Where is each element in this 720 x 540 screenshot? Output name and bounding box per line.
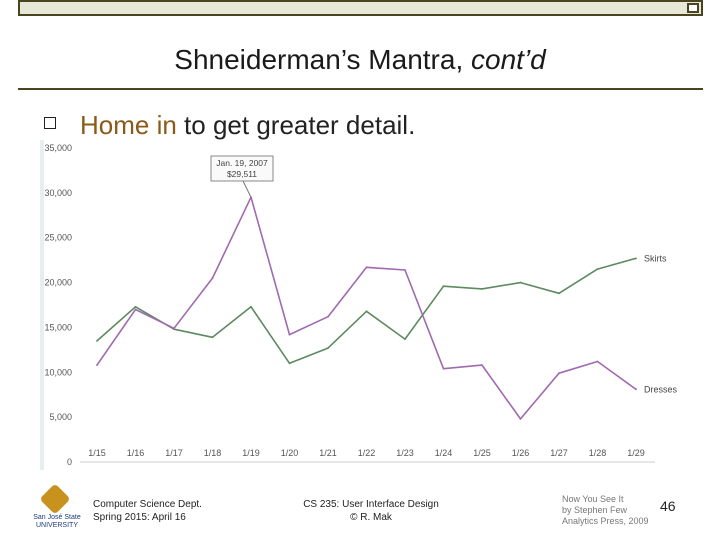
university-logo: San José State UNIVERSITY xyxy=(30,483,81,532)
x-tick-label: 1/15 xyxy=(88,448,106,458)
title-bar-box xyxy=(687,3,699,13)
annotation-value: $29,511 xyxy=(227,169,257,179)
series-line-dresses xyxy=(96,196,637,420)
logo-line1: San José State xyxy=(33,514,81,521)
data-point-skirts xyxy=(519,281,522,284)
data-point-dresses xyxy=(519,418,522,420)
x-tick-label: 1/22 xyxy=(358,448,376,458)
data-point-dresses xyxy=(96,364,98,367)
footer-left-line1: Computer Science Dept. xyxy=(93,499,202,510)
top-title-bar xyxy=(18,0,703,16)
data-point-dresses xyxy=(635,388,637,391)
x-tick-label: 1/16 xyxy=(127,448,145,458)
annotation-box xyxy=(210,155,274,182)
x-tick-label: 1/26 xyxy=(512,448,530,458)
data-point-skirts xyxy=(442,285,445,288)
logo-line2: UNIVERSITY xyxy=(35,522,78,529)
x-tick-label: 1/20 xyxy=(281,448,299,458)
x-tick-label: 1/25 xyxy=(473,448,491,458)
title-rule xyxy=(18,88,703,90)
x-tick-label: 1/21 xyxy=(319,448,337,458)
x-tick-label: 1/23 xyxy=(396,448,414,458)
data-point-dresses xyxy=(365,266,368,269)
bullet-text: Home in to get greater detail. xyxy=(80,110,415,141)
bullet-square-icon xyxy=(44,117,56,129)
logo-text: San José State UNIVERSITY xyxy=(30,514,84,530)
data-point-dresses xyxy=(173,327,175,330)
data-point-dresses xyxy=(327,315,329,318)
data-point-skirts xyxy=(211,336,214,339)
y-tick-label: 0 xyxy=(67,457,72,467)
data-point-skirts xyxy=(288,362,291,365)
x-tick-label: 1/19 xyxy=(242,448,260,458)
footer-left-line2: Spring 2015: April 16 xyxy=(93,512,186,523)
y-tick-label: 30,000 xyxy=(44,188,72,198)
data-point-dresses xyxy=(404,269,406,271)
data-point-skirts xyxy=(250,305,252,308)
y-tick-label: 20,000 xyxy=(44,278,72,288)
data-point-dresses xyxy=(596,360,599,363)
x-tick-label: 1/27 xyxy=(550,448,568,458)
footer-center: CS 235: User Interface Design © R. Mak xyxy=(300,498,442,524)
data-point-skirts xyxy=(404,338,406,340)
slide-title: Shneiderman’s Mantra, cont’d xyxy=(0,44,720,76)
data-point-dresses xyxy=(134,308,137,311)
data-point-dresses xyxy=(481,364,483,367)
footer-center-line2: © R. Mak xyxy=(350,512,392,523)
footer-left: Computer Science Dept. Spring 2015: Apri… xyxy=(93,498,202,524)
credit-line1: Now You See It xyxy=(562,494,624,504)
y-tick-label: 25,000 xyxy=(44,233,72,243)
left-edge-strip xyxy=(40,140,44,470)
data-point-skirts xyxy=(327,347,329,349)
data-point-skirts xyxy=(596,268,599,271)
x-tick-label: 1/17 xyxy=(165,448,183,458)
data-point-skirts xyxy=(481,287,483,290)
credit-line2: by Stephen Few xyxy=(562,505,628,515)
slide-title-main: Shneiderman’s Mantra, xyxy=(174,44,472,75)
logo-mark-icon xyxy=(39,483,71,515)
data-point-skirts xyxy=(365,310,368,313)
data-point-dresses xyxy=(211,277,214,279)
credit-line3: Analytics Press, 2009 xyxy=(562,516,649,526)
data-point-dresses xyxy=(442,367,445,370)
data-point-dresses xyxy=(558,372,560,375)
data-point-skirts xyxy=(558,292,560,295)
data-point-skirts xyxy=(134,305,137,308)
series-label-skirts: Skirts xyxy=(644,253,667,263)
data-point-dresses xyxy=(288,333,291,336)
data-point-skirts xyxy=(635,257,637,260)
bullet-highlight: Home in xyxy=(80,110,177,140)
page-number: 46 xyxy=(660,498,676,514)
x-tick-label: 1/29 xyxy=(627,448,645,458)
data-point-skirts xyxy=(96,339,98,342)
x-tick-label: 1/24 xyxy=(435,448,453,458)
y-tick-label: 5,000 xyxy=(49,412,72,422)
x-tick-label: 1/18 xyxy=(204,448,222,458)
series-label-dresses: Dresses xyxy=(644,384,678,394)
footer-center-line1: CS 235: User Interface Design xyxy=(303,499,439,510)
line-chart: 0 5,000 10,000 15,000 20,000 25,000 30,000 35,0… xyxy=(40,140,678,470)
annotation-leader xyxy=(242,180,252,198)
y-tick-label: 35,000 xyxy=(44,143,72,153)
book-credit: Now You See It by Stephen Few Analytics … xyxy=(562,494,649,527)
x-tick-label: 1/28 xyxy=(589,448,607,458)
slide-title-italic: cont’d xyxy=(471,44,546,75)
annotation-date: Jan. 19, 2007 xyxy=(216,158,268,168)
y-tick-label: 10,000 xyxy=(44,367,72,377)
bullet-rest: to get greater detail. xyxy=(176,110,416,140)
y-tick-label: 15,000 xyxy=(44,322,72,332)
